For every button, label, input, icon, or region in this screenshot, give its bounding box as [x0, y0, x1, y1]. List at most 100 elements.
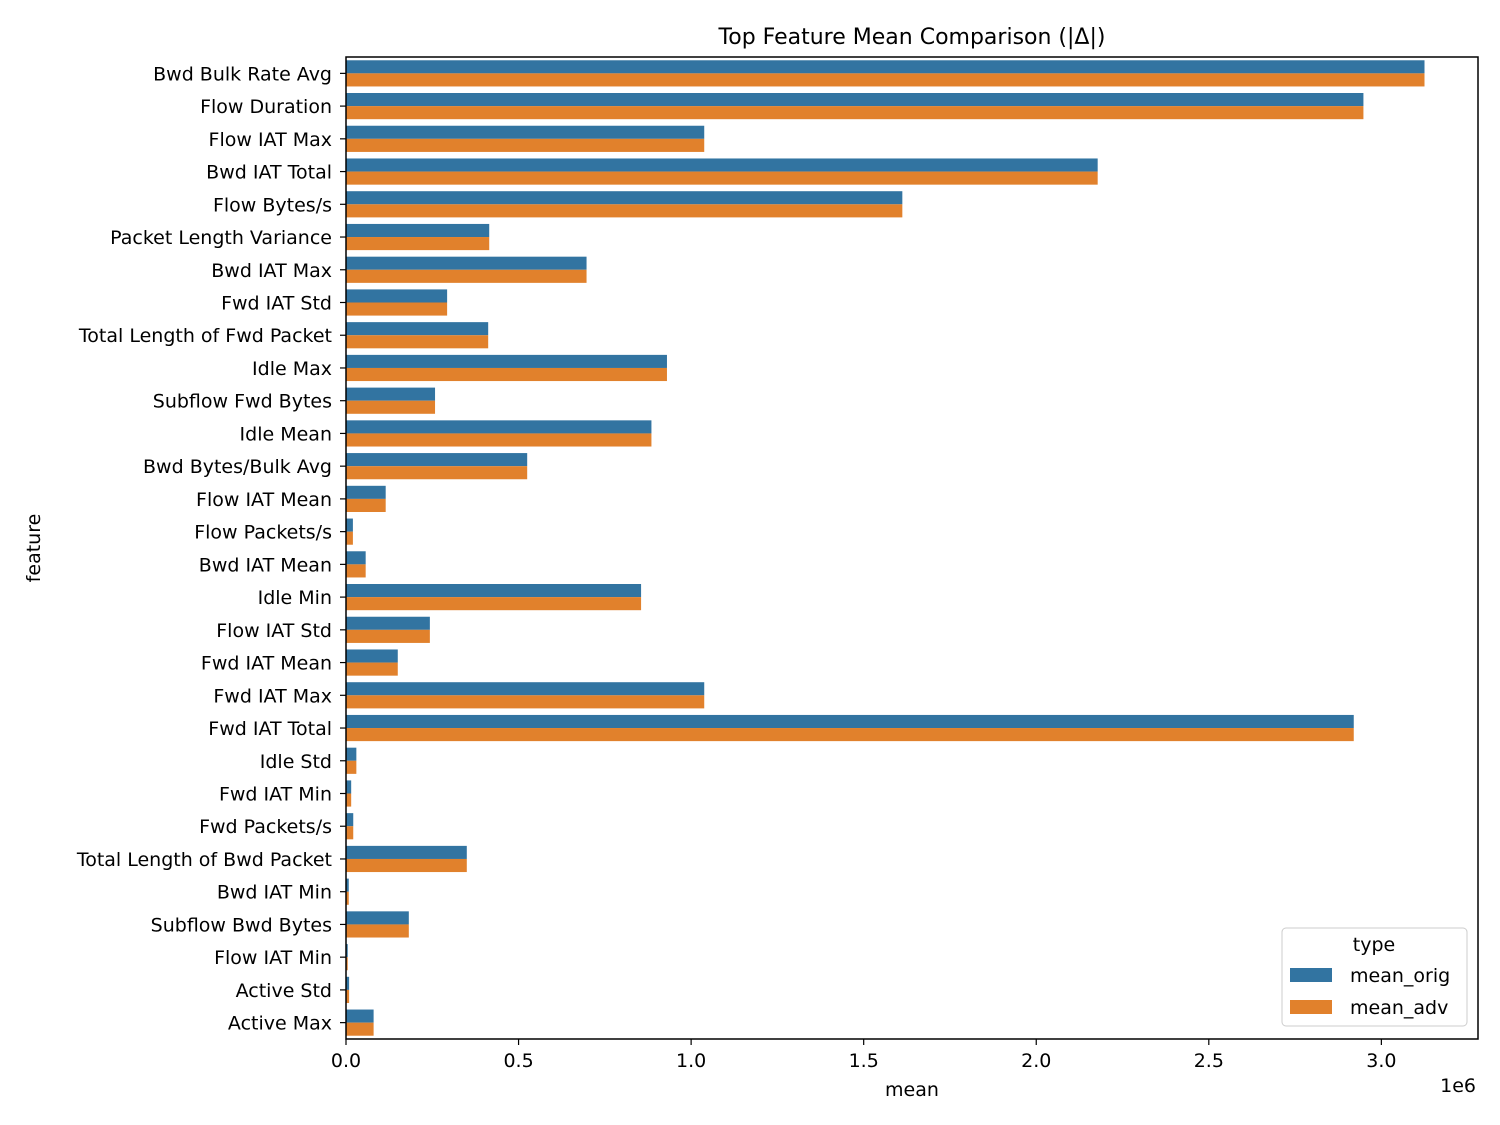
legend-swatch-mean-orig	[1290, 968, 1332, 982]
y-tick-label: Bwd IAT Min	[217, 882, 332, 904]
bar-mean-orig-13	[346, 485, 386, 499]
y-tick-label: Fwd Packets/s	[199, 816, 332, 838]
bar-mean-adv-16	[346, 597, 642, 611]
bar-mean-adv-10	[346, 400, 436, 414]
x-tick-label: 1.5	[849, 1050, 879, 1072]
y-tick-label: Flow Packets/s	[194, 522, 332, 544]
bar-mean-orig-18	[346, 649, 398, 663]
y-tick-label: Packet Length Variance	[110, 227, 332, 249]
bar-mean-adv-8	[346, 335, 489, 349]
bar-mean-adv-7	[346, 302, 448, 316]
bar-mean-orig-16	[346, 584, 642, 598]
bar-mean-orig-29	[346, 1009, 374, 1023]
y-tick-label: Idle Max	[252, 358, 332, 380]
x-axis-offset-label: 1e6	[1440, 1075, 1476, 1097]
x-tick-label: 1.0	[676, 1050, 706, 1072]
bar-mean-orig-10	[346, 387, 436, 401]
bar-mean-orig-15	[346, 551, 366, 565]
y-tick-label: Flow IAT Mean	[196, 489, 332, 511]
bar-mean-adv-19	[346, 695, 705, 709]
bar-mean-adv-13	[346, 498, 386, 512]
y-tick-label: Idle Min	[258, 587, 332, 609]
x-tick-label: 0.0	[331, 1050, 361, 1072]
chart-title: Top Feature Mean Comparison (|Δ|)	[718, 25, 1106, 50]
y-tick-label: Active Max	[228, 1013, 332, 1035]
y-tick-label: Active Std	[236, 980, 332, 1002]
bar-mean-adv-22	[346, 793, 352, 807]
y-axis-label: feature	[23, 514, 45, 583]
x-tick-label: 3.0	[1366, 1050, 1396, 1072]
plot-frame	[345, 56, 1479, 1040]
legend-label-mean-adv: mean_adv	[1350, 997, 1448, 1019]
bar-mean-orig-0	[346, 60, 1425, 74]
bar-mean-orig-26	[346, 911, 409, 925]
bar-mean-orig-7	[346, 289, 448, 303]
y-tick-label: Fwd IAT Std	[221, 293, 332, 315]
bar-mean-orig-14	[346, 518, 353, 532]
bar-mean-orig-5	[346, 223, 490, 238]
bar-mean-adv-18	[346, 662, 398, 676]
y-tick-label: Flow IAT Min	[214, 947, 332, 969]
y-tick-label: Fwd IAT Min	[219, 784, 332, 806]
y-tick-label: Bwd IAT Total	[206, 162, 332, 184]
y-tick-label: Subflow Bwd Bytes	[151, 914, 332, 936]
x-tick-label: 0.5	[503, 1050, 533, 1072]
bar-mean-orig-4	[346, 191, 903, 205]
y-tick-label: Fwd IAT Mean	[201, 653, 332, 675]
bar-mean-adv-26	[346, 924, 409, 938]
bar-mean-orig-19	[346, 682, 705, 696]
bar-mean-adv-1	[346, 106, 1364, 120]
bar-mean-adv-2	[346, 138, 705, 152]
y-tick-label: Idle Mean	[240, 423, 332, 445]
bars-group	[346, 60, 1425, 1036]
y-tick-label: Bwd Bulk Rate Avg	[153, 63, 332, 85]
bar-mean-adv-11	[346, 433, 652, 447]
bar-mean-adv-4	[346, 204, 903, 218]
bar-mean-orig-27	[346, 944, 348, 958]
bar-mean-adv-29	[346, 1022, 374, 1036]
bar-mean-adv-9	[346, 367, 667, 382]
bar-mean-adv-17	[346, 629, 430, 643]
x-tick-label: 2.0	[1021, 1050, 1051, 1072]
bar-mean-orig-2	[346, 125, 705, 139]
legend-title: type	[1353, 934, 1395, 956]
bar-mean-adv-25	[346, 891, 349, 905]
y-tick-label: Total Length of Bwd Packet	[76, 849, 332, 871]
bar-mean-adv-28	[346, 989, 350, 1003]
bar-mean-orig-21	[346, 747, 357, 761]
y-tick-label: Idle Std	[260, 751, 332, 773]
y-tick-label: Total Length of Fwd Packet	[78, 325, 332, 347]
y-tick-label: Bwd Bytes/Bulk Avg	[143, 456, 332, 478]
bar-mean-orig-9	[346, 354, 667, 368]
bar-mean-orig-20	[346, 714, 1354, 729]
y-tick-label: Flow Duration	[200, 96, 332, 118]
bar-mean-adv-24	[346, 858, 467, 873]
x-tick-label: 2.5	[1194, 1050, 1224, 1072]
y-tick-label: Bwd IAT Max	[211, 260, 332, 282]
x-axis-label: mean	[885, 1079, 939, 1101]
bar-mean-orig-8	[346, 322, 489, 336]
y-tick-label: Subflow Fwd Bytes	[153, 391, 332, 413]
bar-mean-adv-12	[346, 466, 528, 480]
bar-mean-orig-3	[346, 158, 1098, 172]
bar-mean-orig-24	[346, 845, 467, 859]
bar-mean-adv-5	[346, 237, 490, 251]
legend-swatch-mean-adv	[1290, 1000, 1332, 1014]
bar-mean-adv-14	[346, 531, 353, 545]
bar-mean-adv-21	[346, 760, 357, 774]
y-tick-label: Flow Bytes/s	[213, 194, 332, 216]
y-axis-ticks: Bwd Bulk Rate Avg Flow Duration Flow IAT M…	[76, 63, 346, 1035]
bar-mean-orig-28	[346, 976, 350, 990]
bar-mean-adv-0	[346, 73, 1425, 87]
legend-label-mean-orig: mean_orig	[1350, 965, 1450, 987]
bar-mean-orig-1	[346, 93, 1364, 107]
bar-mean-adv-15	[346, 564, 366, 578]
bar-mean-orig-25	[346, 878, 349, 892]
bar-mean-adv-3	[346, 171, 1098, 185]
bar-mean-orig-12	[346, 453, 528, 467]
bar-mean-orig-22	[346, 780, 352, 794]
bar-mean-adv-27	[346, 957, 348, 971]
bar-mean-orig-17	[346, 616, 430, 630]
